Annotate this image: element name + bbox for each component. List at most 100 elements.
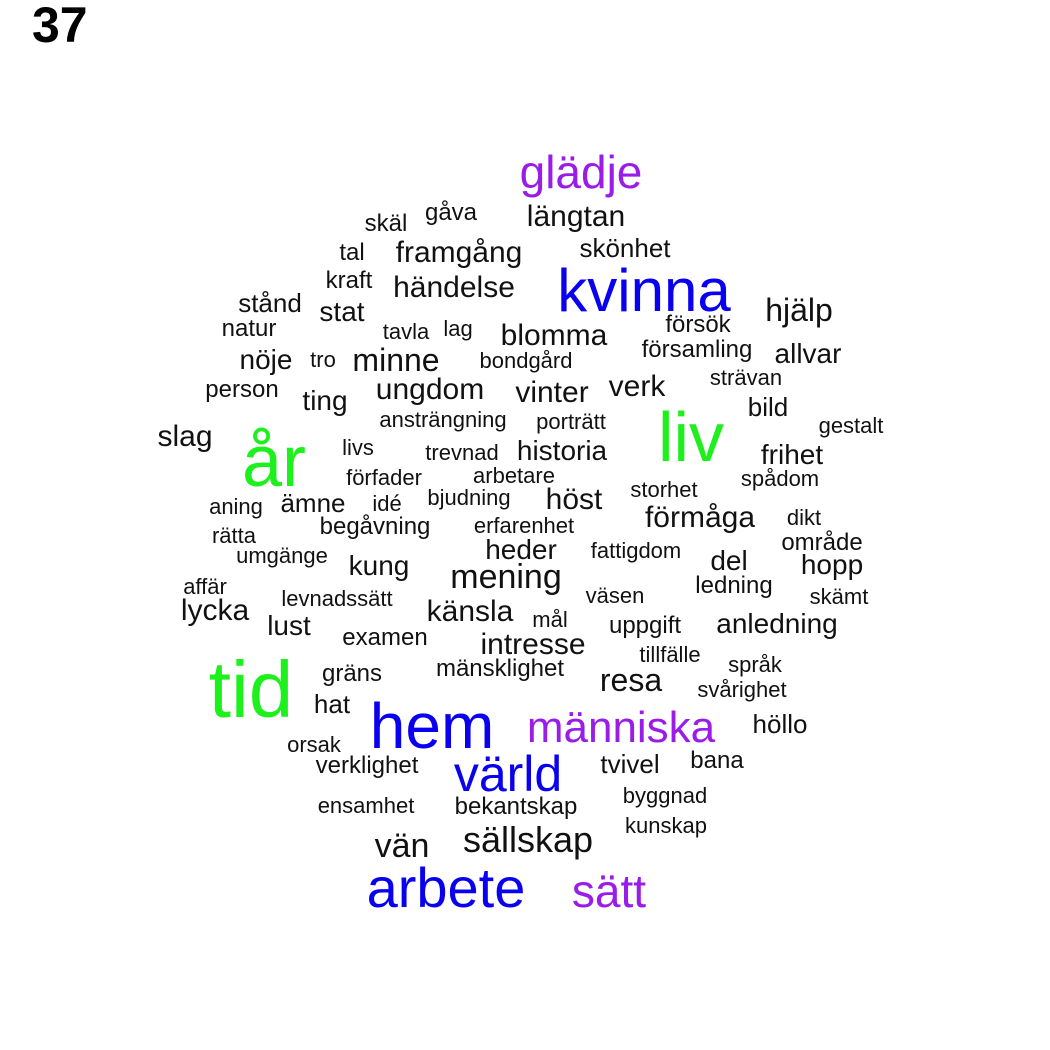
word-forfader: förfader: [346, 465, 422, 490]
word-anstrangning: ansträngning: [379, 407, 507, 432]
word-liv: liv: [657, 398, 725, 476]
word-ledning: ledning: [695, 572, 773, 599]
word-manniska: människa: [526, 703, 716, 752]
word-livs: livs: [342, 435, 374, 460]
word-uppgift: uppgift: [608, 612, 682, 639]
word-aning: aning: [209, 494, 263, 519]
panel-label: 37: [32, 0, 88, 53]
word-forsok: försök: [665, 311, 731, 338]
word-handelse: händelse: [393, 271, 515, 304]
word-bondgard: bondgård: [479, 348, 573, 373]
word-gladje: glädje: [519, 146, 643, 198]
word-stravan: strävan: [709, 365, 783, 390]
word-examen: examen: [342, 624, 428, 651]
word-frihet: frihet: [760, 439, 824, 470]
word-kunskap: kunskap: [625, 813, 707, 838]
word-langtan: längtan: [526, 200, 626, 233]
word-amne: ämne: [280, 488, 346, 518]
word-grans: gräns: [321, 660, 383, 687]
word-vinter: vinter: [515, 376, 589, 409]
word-lag: lag: [443, 316, 473, 341]
word-lust: lust: [267, 610, 311, 641]
word-hjalp: hjälp: [765, 292, 833, 328]
word-sprak: språk: [728, 652, 782, 677]
word-sallskap: sällskap: [462, 819, 594, 860]
word-anledning: anledning: [716, 608, 838, 639]
word-van: vän: [374, 827, 430, 865]
word-host: höst: [545, 483, 603, 516]
word-stand: stånd: [238, 288, 302, 318]
word-bana: bana: [690, 747, 744, 774]
word-svarighet: svårighet: [697, 677, 787, 702]
word-tro: tro: [310, 347, 336, 372]
word-hollo: höllo: [752, 709, 808, 739]
word-omrade: område: [781, 529, 863, 556]
word-intresse: intresse: [480, 628, 586, 661]
word-vasen: väsen: [585, 583, 645, 608]
word-levnadssatt: levnadssätt: [281, 586, 393, 611]
word-framgang: framgång: [395, 236, 523, 269]
word-allvar: allvar: [774, 338, 842, 369]
word-kung: kung: [348, 550, 410, 581]
word-spadom: spådom: [740, 466, 820, 491]
word-kansla: känsla: [426, 595, 514, 628]
word-del: del: [710, 545, 748, 576]
word-varld: värld: [453, 746, 563, 802]
word-begavning: begåvning: [319, 513, 431, 540]
word-noje: nöje: [239, 344, 293, 375]
word-skamt: skämt: [809, 584, 869, 609]
word-ungdom: ungdom: [375, 373, 485, 406]
word-person: person: [205, 376, 279, 403]
word-trevnad: trevnad: [425, 440, 499, 465]
word-affar: affär: [183, 574, 227, 599]
word-ar: år: [241, 422, 307, 502]
word-skonhet: skönhet: [579, 233, 671, 263]
word-forsamling: församling: [641, 336, 753, 363]
word-heder: heder: [485, 534, 557, 565]
word-natur: natur: [221, 315, 277, 342]
word-tillfalle: tillfälle: [639, 642, 701, 667]
word-byggnad: byggnad: [622, 783, 708, 808]
word-dikt: dikt: [786, 505, 822, 530]
word-orsak: orsak: [287, 732, 341, 757]
word-umgange: umgänge: [236, 543, 328, 568]
word-ratta: rätta: [211, 523, 257, 548]
word-storhet: storhet: [630, 477, 698, 502]
word-gestalt: gestalt: [818, 413, 884, 438]
word-kvinna: kvinna: [557, 257, 731, 324]
word-satt: sätt: [571, 865, 647, 917]
word-slag: slag: [157, 420, 213, 453]
word-tid: tid: [208, 645, 294, 734]
word-ensamhet: ensamhet: [317, 793, 415, 818]
word-arbete: arbete: [366, 856, 526, 919]
word-mening: mening: [450, 558, 562, 596]
word-tvivel: tvivel: [600, 749, 660, 779]
word-mansklighet: mänsklighet: [435, 655, 565, 682]
word-resa: resa: [599, 662, 663, 698]
word-blomma: blomma: [500, 319, 608, 352]
word-stat: stat: [319, 296, 365, 327]
word-skal: skäl: [364, 210, 408, 237]
word-mal: mål: [532, 607, 568, 632]
word-tal: tal: [339, 239, 365, 266]
word-lycka: lycka: [180, 594, 250, 627]
word-fattigdom: fattigdom: [590, 538, 682, 563]
word-hat: hat: [313, 689, 351, 719]
word-erfarenhet: erfarenhet: [473, 513, 575, 538]
word-id: idé: [372, 491, 402, 516]
word-arbetare: arbetare: [473, 463, 555, 488]
word-ting: ting: [302, 385, 348, 416]
word-verk: verk: [608, 370, 666, 403]
word-tavla: tavla: [382, 319, 430, 344]
word-kraft: kraft: [325, 267, 373, 294]
word-gava: gåva: [424, 199, 478, 226]
word-bild: bild: [747, 392, 789, 422]
word-hopp: hopp: [800, 549, 864, 580]
word-bjudning: bjudning: [427, 485, 511, 510]
word-formaga: förmåga: [644, 501, 756, 534]
word-historia: historia: [516, 435, 608, 466]
word-minne: minne: [352, 342, 440, 378]
word-hem: hem: [369, 690, 495, 762]
word-bekantskap: bekantskap: [454, 793, 578, 820]
